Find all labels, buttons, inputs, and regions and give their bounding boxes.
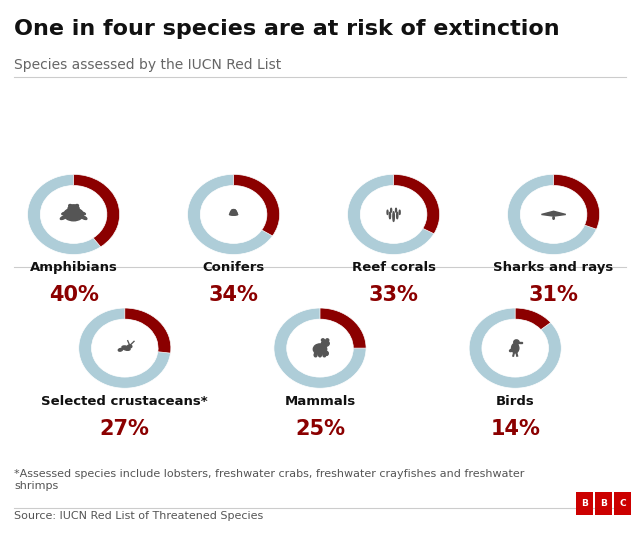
FancyBboxPatch shape bbox=[576, 492, 593, 515]
FancyBboxPatch shape bbox=[614, 492, 631, 515]
Ellipse shape bbox=[553, 217, 554, 219]
Ellipse shape bbox=[387, 210, 388, 214]
Ellipse shape bbox=[127, 345, 132, 348]
Wedge shape bbox=[515, 308, 550, 330]
Ellipse shape bbox=[509, 349, 513, 351]
Ellipse shape bbox=[396, 208, 397, 212]
Ellipse shape bbox=[389, 212, 390, 219]
Text: 27%: 27% bbox=[100, 419, 150, 439]
Ellipse shape bbox=[325, 351, 328, 355]
Ellipse shape bbox=[314, 344, 326, 354]
Wedge shape bbox=[508, 174, 600, 255]
Text: Sharks and rays: Sharks and rays bbox=[493, 261, 614, 274]
Wedge shape bbox=[554, 174, 600, 229]
Circle shape bbox=[93, 320, 157, 376]
Text: 14%: 14% bbox=[490, 419, 540, 439]
Circle shape bbox=[288, 320, 352, 376]
Ellipse shape bbox=[60, 216, 67, 219]
Text: Reef corals: Reef corals bbox=[351, 261, 436, 274]
Ellipse shape bbox=[122, 346, 130, 350]
FancyBboxPatch shape bbox=[595, 492, 612, 515]
Ellipse shape bbox=[80, 212, 85, 214]
Wedge shape bbox=[125, 308, 171, 353]
Ellipse shape bbox=[231, 210, 236, 213]
Wedge shape bbox=[469, 308, 561, 388]
Circle shape bbox=[483, 320, 547, 376]
Text: 31%: 31% bbox=[529, 285, 579, 305]
Text: 25%: 25% bbox=[295, 419, 345, 439]
Ellipse shape bbox=[321, 339, 324, 341]
Text: 34%: 34% bbox=[209, 285, 259, 305]
Text: Amphibians: Amphibians bbox=[29, 261, 118, 274]
Ellipse shape bbox=[397, 212, 398, 219]
Text: Selected crustaceans*: Selected crustaceans* bbox=[42, 395, 208, 408]
Wedge shape bbox=[234, 174, 280, 236]
Text: Source: IUCN Red List of Threatened Species: Source: IUCN Red List of Threatened Spec… bbox=[14, 511, 263, 521]
Ellipse shape bbox=[230, 212, 237, 214]
Text: C: C bbox=[620, 499, 626, 508]
Text: Conifers: Conifers bbox=[202, 261, 265, 274]
Wedge shape bbox=[28, 174, 120, 255]
Ellipse shape bbox=[81, 216, 87, 219]
Ellipse shape bbox=[230, 213, 237, 216]
Text: Birds: Birds bbox=[496, 395, 534, 408]
Wedge shape bbox=[274, 308, 366, 388]
Ellipse shape bbox=[321, 340, 329, 346]
Text: B: B bbox=[600, 499, 607, 508]
Ellipse shape bbox=[62, 212, 67, 214]
Ellipse shape bbox=[323, 353, 326, 357]
Polygon shape bbox=[541, 211, 566, 216]
Circle shape bbox=[522, 187, 586, 242]
Circle shape bbox=[362, 187, 426, 242]
Ellipse shape bbox=[68, 204, 72, 207]
Bar bbox=[232, 210, 235, 212]
Wedge shape bbox=[394, 174, 440, 234]
Wedge shape bbox=[74, 174, 120, 247]
FancyArrow shape bbox=[519, 342, 522, 343]
Circle shape bbox=[42, 187, 106, 242]
Ellipse shape bbox=[118, 349, 122, 351]
Wedge shape bbox=[348, 174, 440, 255]
Ellipse shape bbox=[326, 339, 329, 341]
Text: Species assessed by the IUCN Red List: Species assessed by the IUCN Red List bbox=[14, 58, 282, 72]
Text: 33%: 33% bbox=[369, 285, 419, 305]
Text: 40%: 40% bbox=[49, 285, 99, 305]
Wedge shape bbox=[320, 308, 366, 348]
Ellipse shape bbox=[68, 205, 79, 212]
Text: Mammals: Mammals bbox=[284, 395, 356, 408]
Ellipse shape bbox=[511, 343, 519, 353]
Ellipse shape bbox=[314, 353, 317, 357]
Ellipse shape bbox=[393, 212, 394, 221]
Wedge shape bbox=[188, 174, 280, 255]
Ellipse shape bbox=[399, 210, 400, 214]
Ellipse shape bbox=[76, 204, 79, 207]
Text: *Assessed species include lobsters, freshwater crabs, freshwater crayfishes and : *Assessed species include lobsters, fres… bbox=[14, 469, 524, 491]
Text: One in four species are at risk of extinction: One in four species are at risk of extin… bbox=[14, 19, 560, 40]
Circle shape bbox=[202, 187, 266, 242]
Ellipse shape bbox=[232, 209, 235, 211]
Wedge shape bbox=[79, 308, 171, 388]
Ellipse shape bbox=[64, 208, 83, 221]
Ellipse shape bbox=[230, 211, 237, 214]
Ellipse shape bbox=[232, 209, 236, 212]
Ellipse shape bbox=[514, 340, 519, 345]
Ellipse shape bbox=[319, 353, 321, 357]
Ellipse shape bbox=[390, 208, 392, 212]
Text: B: B bbox=[581, 499, 588, 508]
